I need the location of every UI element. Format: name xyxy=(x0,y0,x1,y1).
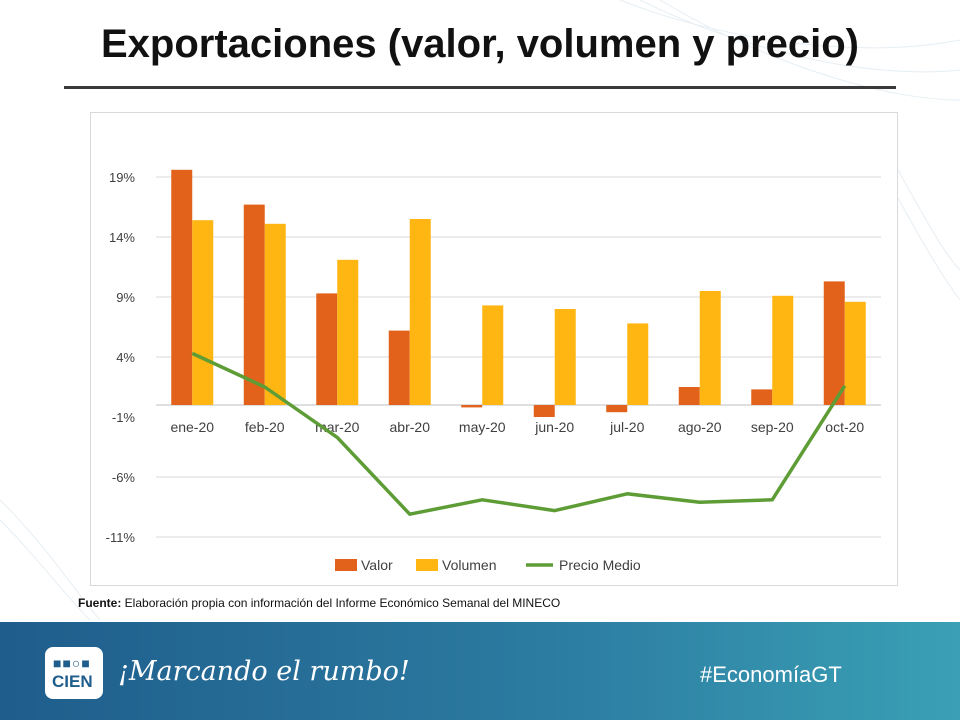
bar-volumen xyxy=(627,323,649,405)
bar-valor xyxy=(388,330,410,405)
bar-valor xyxy=(171,169,193,405)
bar-volumen xyxy=(409,219,431,405)
bar-valor xyxy=(533,405,555,417)
bar-volumen xyxy=(337,259,359,405)
bar-valor xyxy=(823,281,845,405)
legend-label-volumen: Volumen xyxy=(442,557,496,573)
source-text: Elaboración propia con información del I… xyxy=(121,596,561,610)
bar-volumen xyxy=(554,309,576,405)
x-tick-label: sep-20 xyxy=(751,419,794,435)
bar-volumen xyxy=(844,301,866,405)
y-tick-label: -1% xyxy=(112,410,136,425)
bar-valor xyxy=(751,389,773,405)
title-underline xyxy=(64,86,896,89)
legend-label-precio: Precio Medio xyxy=(559,557,641,573)
legend-label-valor: Valor xyxy=(361,557,393,573)
x-tick-label: jul-20 xyxy=(609,419,644,435)
legend-swatch-valor xyxy=(335,559,357,571)
bar-valor xyxy=(606,405,628,413)
y-tick-label: 19% xyxy=(109,170,135,185)
logo-text: CIEN xyxy=(52,672,93,691)
cien-logo: ■■○■ CIEN xyxy=(45,647,103,699)
chart-frame: 19% 14% 9% 4% -1% -6% -11% ene-20 feb-20 mar-20 ab… xyxy=(90,112,898,586)
y-tick-label: -11% xyxy=(106,530,136,545)
y-tick-label: 9% xyxy=(116,290,135,305)
logo-dots: ■■○■ xyxy=(53,655,91,671)
y-tick-label: 4% xyxy=(116,350,135,365)
x-tick-label: jun-20 xyxy=(534,419,574,435)
x-tick-label: ene-20 xyxy=(170,419,214,435)
slide-title: Exportaciones (valor, volumen y precio) xyxy=(100,22,859,66)
x-tick-label: feb-20 xyxy=(245,419,285,435)
export-chart: 19%14%9%4%-1%-6%-11%ene-20 feb-20 mar-20 ab… xyxy=(106,169,881,573)
bar-valor xyxy=(316,293,338,405)
x-tick-label: abr-20 xyxy=(390,419,431,435)
bar-valor xyxy=(243,204,265,405)
footer-hashtag: #EconomíaGT xyxy=(700,662,842,687)
x-tick-label: oct-20 xyxy=(825,419,864,435)
bar-valor xyxy=(461,405,483,408)
bar-valor xyxy=(678,387,700,405)
x-tick-label: ago-20 xyxy=(678,419,722,435)
bar-volumen xyxy=(192,220,214,405)
y-tick-label: -6% xyxy=(112,470,136,485)
footer-slogan: ¡Marcando el rumbo! xyxy=(118,656,410,687)
bar-volumen xyxy=(264,223,286,405)
legend-swatch-volumen xyxy=(416,559,438,571)
source-note: Fuente: Elaboración propia con informaci… xyxy=(78,596,560,610)
x-tick-label: may-20 xyxy=(459,419,506,435)
y-tick-label: 14% xyxy=(109,230,135,245)
bar-volumen xyxy=(699,291,721,405)
bar-volumen xyxy=(482,305,504,405)
footer-bar xyxy=(0,622,960,720)
line-precio-medio xyxy=(191,351,847,516)
bar-volumen xyxy=(772,295,794,405)
source-label: Fuente: xyxy=(78,596,122,610)
